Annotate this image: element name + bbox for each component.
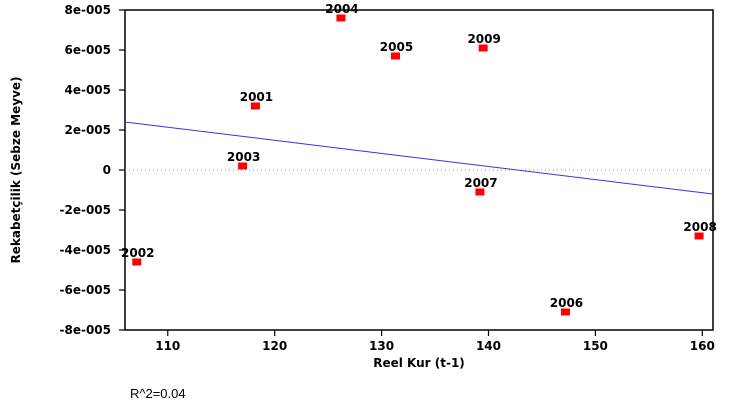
y-tick-label: -8e-005 [60, 323, 112, 337]
x-tick-label: 140 [476, 339, 501, 353]
point-label-2007: 2007 [464, 176, 497, 190]
point-label-2006: 2006 [550, 296, 583, 310]
data-point-2005 [390, 52, 400, 60]
data-point-2009 [478, 44, 488, 52]
x-tick-label: 160 [690, 339, 715, 353]
y-tick-label: -4e-005 [60, 243, 112, 257]
r-squared-note: R^2=0.04 [130, 386, 186, 401]
y-tick-label: -6e-005 [60, 283, 112, 297]
y-tick-label: 0 [103, 163, 111, 177]
y-tick-label: 4e-005 [64, 83, 111, 97]
plot-area [124, 9, 714, 331]
x-axis-title: Reel Kur (t-1) [373, 356, 465, 370]
point-label-2008: 2008 [683, 220, 716, 234]
data-point-2008 [694, 232, 704, 240]
fit-line-group [124, 121, 714, 195]
y-tick-label: 6e-005 [64, 43, 111, 57]
point-label-2001: 2001 [240, 90, 273, 104]
y-axis-title: Rekabetçilik (Sebze Meyve) [9, 76, 23, 263]
point-label-2003: 2003 [227, 150, 260, 164]
x-tick-label: 130 [369, 339, 394, 353]
scatter-chart: 8e-005 6e-005 4e-005 2e-005 0 -2e-005 -4e-005 -… [9, 2, 717, 370]
point-label-2005: 2005 [380, 40, 413, 54]
point-label-2004: 2004 [325, 2, 358, 16]
data-point-2006 [560, 308, 570, 316]
point-label-2002: 2002 [121, 246, 154, 260]
y-tick-label: -2e-005 [60, 203, 112, 217]
point-label-2009: 2009 [467, 32, 500, 46]
axis-ticks: 8e-005 6e-005 4e-005 2e-005 0 -2e-005 -4e-005 -… [60, 3, 715, 353]
x-tick-label: 110 [155, 339, 180, 353]
data-point-2004 [336, 14, 346, 22]
x-tick-label: 120 [262, 339, 287, 353]
y-tick-label: 8e-005 [64, 3, 111, 17]
data-point-2003 [238, 162, 248, 170]
data-point-2007 [475, 188, 485, 196]
data-point-2002 [132, 258, 142, 266]
data-point-2001 [250, 102, 260, 110]
regression-line [124, 121, 714, 195]
x-tick-label: 150 [583, 339, 608, 353]
data-points: 2001 2002 2003 2004 2005 2006 2007 2008 2009 [121, 2, 717, 316]
y-tick-label: 2e-005 [64, 123, 111, 137]
